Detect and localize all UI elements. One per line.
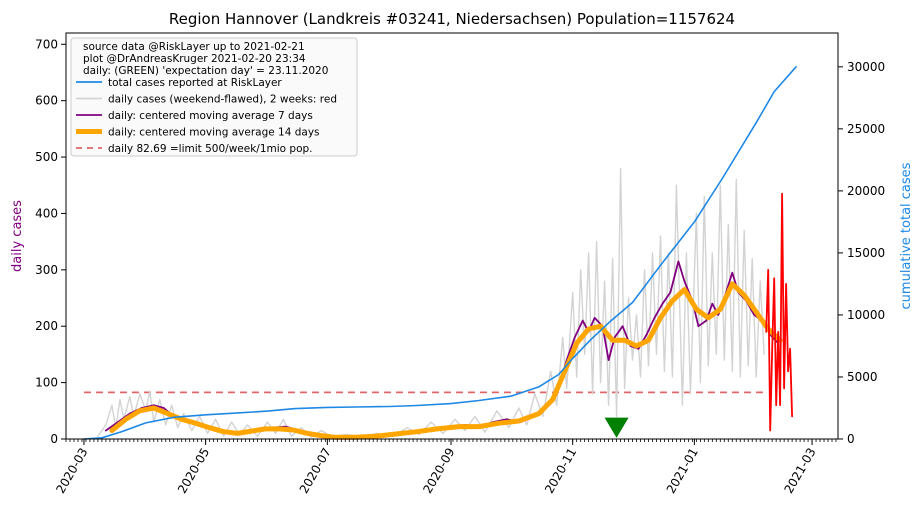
plot-area (83, 66, 797, 440)
legend-entries: total cases reported at RiskLayer daily c… (76, 77, 337, 155)
y-left-tick-label: 0 (50, 432, 58, 446)
legend-header-line: plot @DrAndreasKruger 2021-02-20 23:34 (83, 53, 306, 65)
series-layer (83, 66, 797, 440)
y-axis-left-label: daily cases (10, 200, 25, 272)
y-left-tick-label: 300 (35, 263, 58, 277)
legend-label: daily cases (weekend-flawed), 2 weeks: r… (108, 94, 337, 106)
expectation-day-marker (604, 417, 629, 438)
x-tick-label: 2020-03 (53, 446, 90, 496)
y-right-tick-label: 0 (847, 432, 855, 446)
legend-label: daily 82.69 =limit 500/week/1mio pop. (108, 143, 313, 155)
y-axis-left-ticks: 0 100 200 300 400 500 600 700 (35, 37, 66, 446)
x-tick-label: 2020-11 (542, 446, 579, 496)
x-tick-label: 2020-09 (420, 446, 457, 496)
x-tick-label: 2020-07 (297, 446, 334, 496)
y-right-tick-label: 20000 (847, 184, 885, 198)
legend-box (70, 37, 358, 157)
legend-label: daily: centered moving average 7 days (108, 110, 313, 122)
y-left-tick-label: 600 (35, 94, 58, 108)
plot-frame (65, 32, 839, 440)
expectation-marker-layer (604, 417, 629, 438)
y-right-tick-label: 25000 (847, 122, 885, 136)
y-axis-right-ticks: 0 5000 10000 15000 20000 25000 30000 (838, 60, 885, 446)
series-line-daily-cases-weekend-flawed (97, 167, 765, 439)
legend-header-line: daily: (GREEN) 'expectation day' = 23.11… (83, 65, 328, 77)
x-tick-label: 2021-03 (781, 446, 818, 496)
y-right-tick-label: 15000 (847, 246, 885, 260)
series-line-daily-cases-last-2-weeks (765, 192, 793, 432)
y-left-tick-label: 500 (35, 150, 58, 164)
x-tick-label: 2021-01 (664, 446, 701, 496)
chart-title: Region Hannover (Landkreis #03241, Niede… (169, 10, 735, 28)
legend-label: total cases reported at RiskLayer (108, 77, 282, 89)
series-line-daily-centered-moving-average-14-days (109, 281, 783, 440)
x-tick-label: 2020-05 (175, 446, 212, 496)
legend-header-line: source data @RiskLayer up to 2021-02-21 (83, 41, 305, 53)
y-right-tick-label: 5000 (847, 370, 878, 384)
y-left-tick-label: 400 (35, 206, 58, 220)
y-axis-right-label: cumulative total cases (899, 162, 914, 309)
y-left-tick-label: 700 (35, 37, 58, 51)
legend-label: daily: centered moving average 14 days (108, 127, 320, 139)
y-right-tick-label: 10000 (847, 308, 885, 322)
x-axis-ticks: 2020-03 2020-05 2020-07 2020-09 2020-11 2021-… (53, 439, 837, 496)
legend: source data @RiskLayer up to 2021-02-21 … (70, 37, 358, 157)
y-left-tick-label: 200 (35, 319, 58, 333)
series-line-total-cases-reported-at-risklayer (83, 66, 797, 440)
y-right-tick-label: 30000 (847, 60, 885, 74)
series-line-daily-centered-moving-average-7-days (105, 260, 780, 439)
y-left-tick-label: 100 (35, 376, 58, 390)
